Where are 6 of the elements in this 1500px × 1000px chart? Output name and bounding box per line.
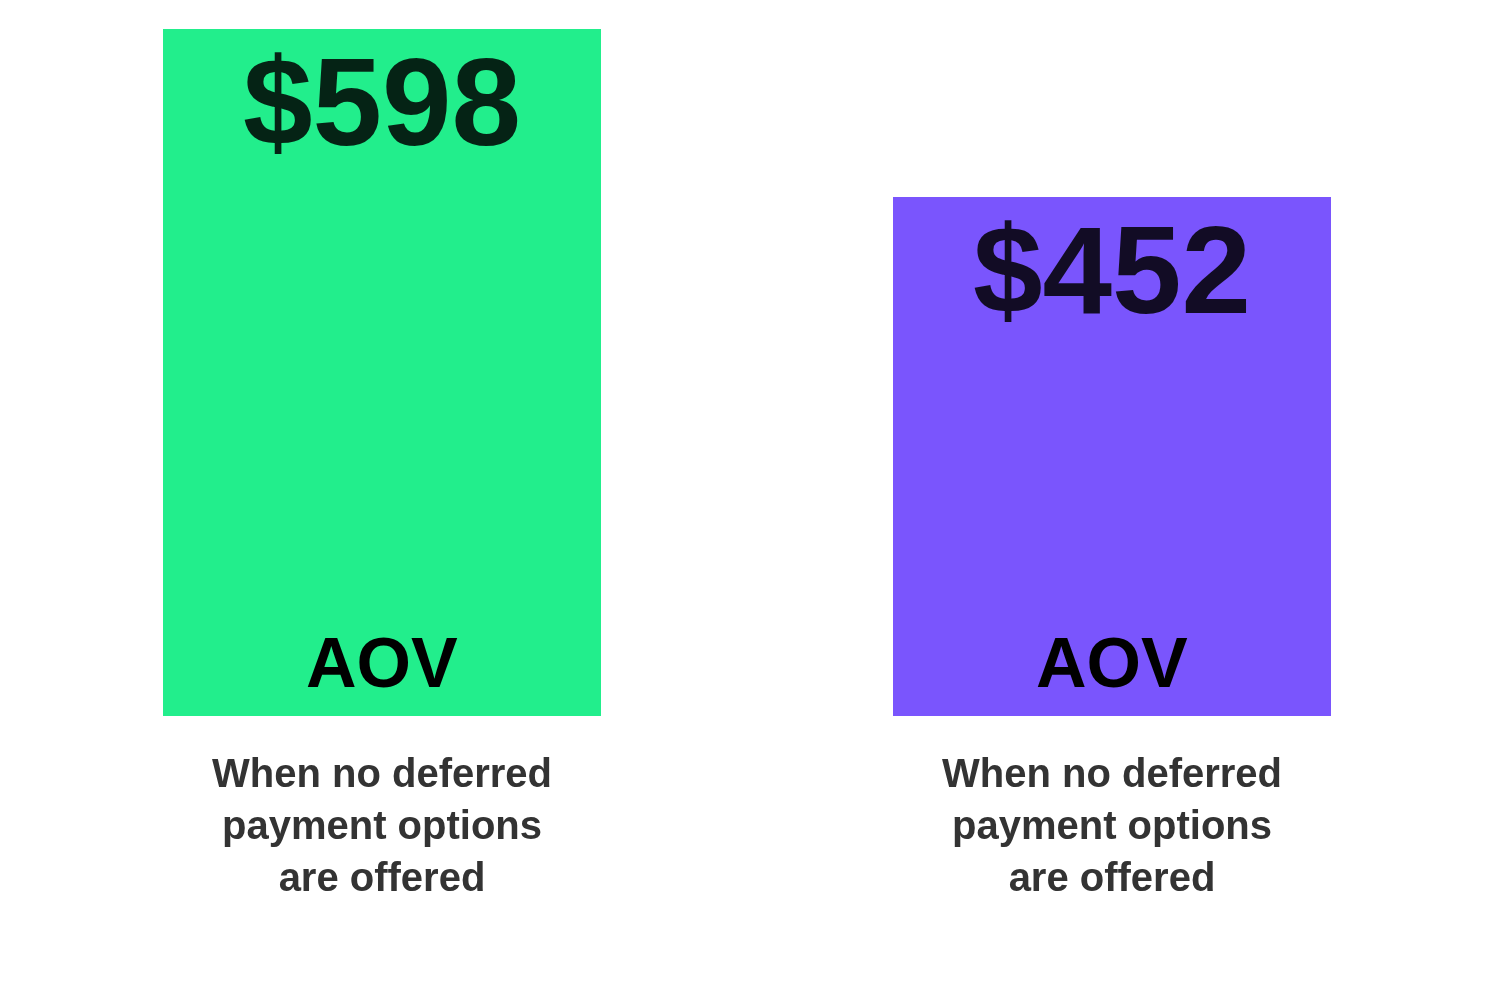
annotation: AOV xyxy=(1036,624,1188,702)
data-label: $598 xyxy=(242,32,522,171)
x-tick-label: When no deferred payment options are offered xyxy=(211,751,553,899)
x-tick-label: When no deferred payment options are offered xyxy=(941,751,1283,899)
data-label: $452 xyxy=(972,200,1252,339)
annotation: AOV xyxy=(306,624,458,702)
